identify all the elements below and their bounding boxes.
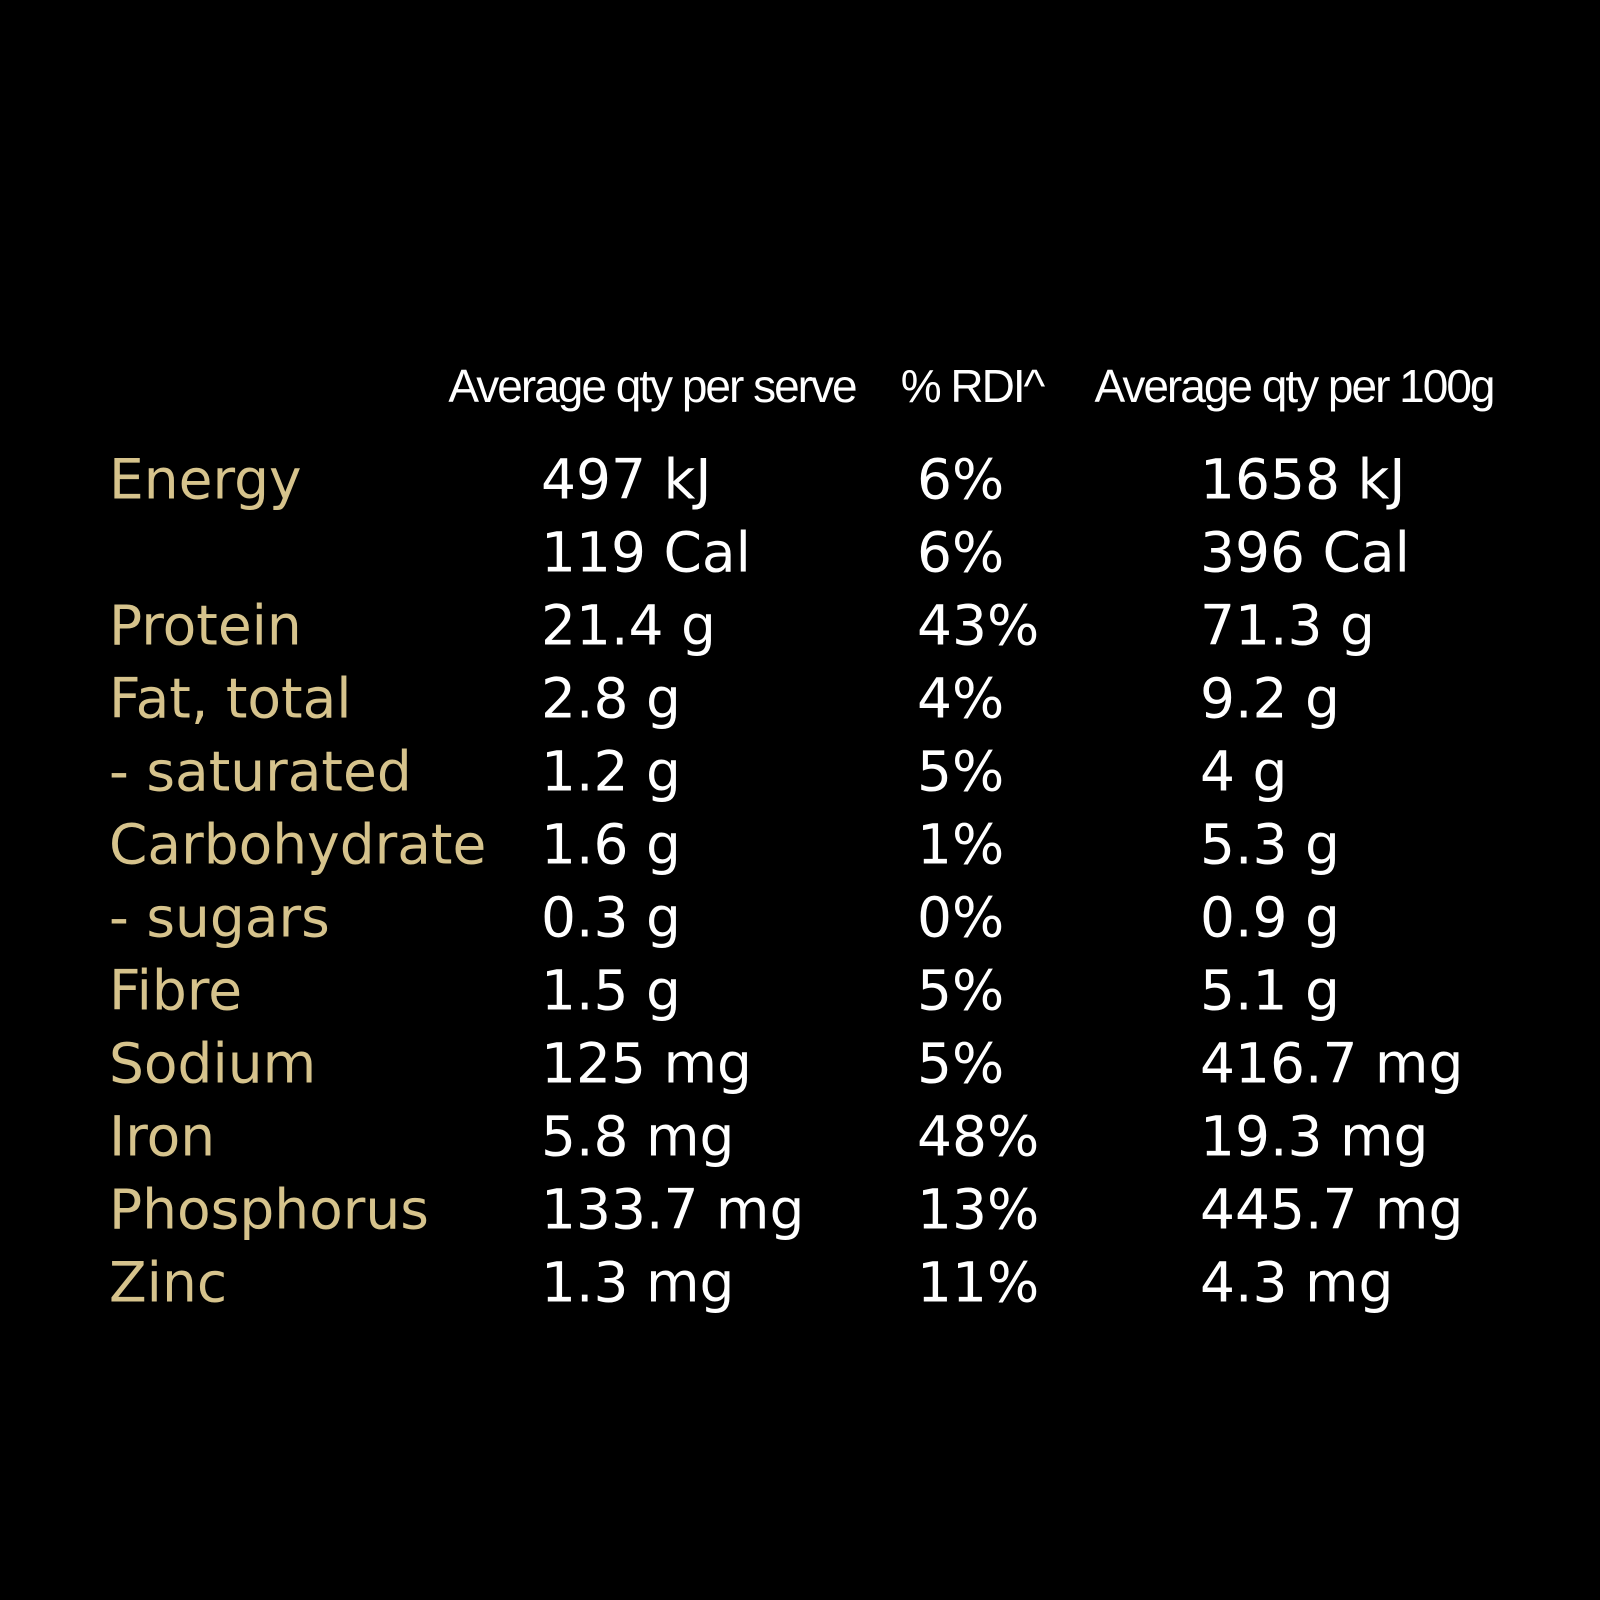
cell-value: 4.3 mg: [1200, 1250, 1394, 1315]
column-header: % RDI^: [900, 360, 1045, 412]
column-header: Average qty per serve: [448, 360, 857, 412]
cell-value: 71.3 g: [1200, 593, 1375, 658]
cell-value: 5.8 mg: [541, 1104, 735, 1169]
row-label: - saturated: [109, 739, 412, 804]
cell-value: 119 Cal: [541, 520, 751, 585]
cell-value: 5%: [917, 739, 1005, 804]
cell-value: 396 Cal: [1200, 520, 1410, 585]
cell-value: 1.2 g: [541, 739, 681, 804]
cell-value: 6%: [917, 520, 1005, 585]
row-label: Phosphorus: [109, 1177, 429, 1242]
cell-value: 5%: [917, 1031, 1005, 1096]
row-label: - sugars: [109, 885, 330, 950]
row-label: Carbohydrate: [109, 812, 487, 877]
cell-value: 5.3 g: [1200, 812, 1340, 877]
cell-value: 1.5 g: [541, 958, 681, 1023]
row-label: Fibre: [109, 958, 243, 1023]
row-label: Energy: [109, 447, 302, 512]
cell-value: 0.3 g: [541, 885, 681, 950]
cell-value: 133.7 mg: [541, 1177, 805, 1242]
cell-value: 416.7 mg: [1200, 1031, 1464, 1096]
cell-value: 0.9 g: [1200, 885, 1340, 950]
row-label: Protein: [109, 593, 302, 658]
cell-value: 48%: [917, 1104, 1040, 1169]
cell-value: 2.8 g: [541, 666, 681, 731]
cell-value: 21.4 g: [541, 593, 716, 658]
cell-value: 4 g: [1200, 739, 1288, 804]
cell-value: 125 mg: [541, 1031, 752, 1096]
cell-value: 6%: [917, 447, 1005, 512]
row-label: Zinc: [109, 1250, 228, 1315]
cell-value: 5.1 g: [1200, 958, 1340, 1023]
cell-value: 0%: [917, 885, 1005, 950]
cell-value: 9.2 g: [1200, 666, 1340, 731]
cell-value: 1.3 mg: [541, 1250, 735, 1315]
row-label: Iron: [109, 1104, 216, 1169]
cell-value: 445.7 mg: [1200, 1177, 1464, 1242]
cell-value: 1%: [917, 812, 1005, 877]
cell-value: 1.6 g: [541, 812, 681, 877]
cell-value: 497 kJ: [541, 447, 712, 512]
row-label: Sodium: [109, 1031, 317, 1096]
cell-value: 4%: [917, 666, 1005, 731]
cell-value: 1658 kJ: [1200, 447, 1406, 512]
cell-value: 43%: [917, 593, 1040, 658]
column-header: Average qty per 100g: [1094, 360, 1495, 412]
cell-value: 19.3 mg: [1200, 1104, 1429, 1169]
cell-value: 11%: [917, 1250, 1040, 1315]
cell-value: 13%: [917, 1177, 1040, 1242]
row-label: Fat, total: [109, 666, 352, 731]
cell-value: 5%: [917, 958, 1005, 1023]
